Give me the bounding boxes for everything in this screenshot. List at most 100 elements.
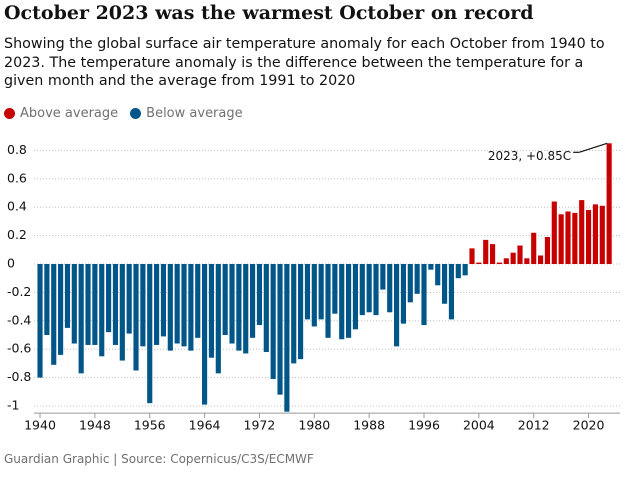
bar: [147, 264, 153, 404]
bar: [448, 264, 455, 320]
bar: [64, 264, 71, 328]
bar: [538, 255, 544, 264]
y-tick-label: -0.2: [7, 284, 31, 299]
source: Guardian Graphic | Source: Copernicus/C3…: [4, 452, 314, 466]
x-tick-label: 1988: [353, 418, 385, 433]
legend: Above average Below average: [4, 106, 243, 121]
bar: [332, 264, 338, 314]
bar: [229, 264, 235, 344]
bar: [318, 264, 324, 320]
bar: [455, 264, 461, 279]
bar: [352, 264, 359, 330]
bar: [106, 264, 112, 333]
bar: [174, 264, 180, 344]
y-tick-label: 0.6: [7, 170, 27, 185]
legend-item: Below average: [130, 106, 243, 121]
bar: [126, 264, 132, 334]
bar: [586, 210, 592, 264]
bar: [579, 200, 585, 264]
bar: [133, 264, 139, 371]
x-tick-label: 1940: [24, 418, 56, 433]
bar: [58, 264, 64, 355]
x-tick-label: 2004: [463, 418, 495, 433]
bar: [517, 245, 523, 264]
bar: [435, 264, 441, 286]
chart-title: October 2023 was the warmest October on …: [4, 2, 534, 24]
bar: [531, 232, 537, 264]
bar: [298, 264, 304, 360]
legend-swatch: [130, 108, 142, 119]
bar: [44, 264, 50, 335]
bar: [483, 239, 489, 264]
bar: [311, 264, 317, 327]
bar: [544, 237, 551, 264]
bar: [188, 264, 194, 351]
bar: [524, 258, 530, 264]
bar: [304, 264, 311, 320]
bar: [428, 264, 434, 270]
legend-swatch: [4, 108, 15, 119]
bar: [572, 212, 578, 264]
bar: [160, 264, 167, 337]
bar: [558, 214, 564, 264]
bar: [490, 244, 496, 264]
bar: [243, 264, 249, 354]
bar: [442, 264, 448, 304]
legend-item: Above average: [4, 106, 118, 121]
bar: [263, 264, 269, 353]
chart: 0.8 0.6 0.4 0.2 0 -0.2 -0.4 -0.6 -0.8 -1 1940 1948 1…: [7, 142, 620, 433]
bar: [380, 264, 386, 290]
x-tick-label: 1980: [298, 418, 330, 433]
annotation-line: [578, 142, 608, 153]
legend-label: Above average: [20, 106, 119, 121]
bar: [366, 264, 372, 313]
legend-label: Below average: [146, 106, 243, 121]
bar: [469, 248, 475, 264]
bar: [215, 264, 221, 374]
y-tick-label: -0.8: [7, 369, 31, 384]
bar: [407, 264, 413, 303]
bar: [71, 264, 77, 344]
y-tick-label: -0.4: [7, 312, 31, 327]
bar: [85, 264, 91, 345]
bar: [284, 264, 290, 412]
bar: [154, 264, 160, 345]
x-tick-label: 1972: [244, 418, 276, 433]
bar: [496, 262, 503, 264]
bar: [140, 264, 146, 347]
annotation: 2023, +0.85C: [488, 149, 571, 163]
x-tick-label: 1956: [134, 418, 166, 433]
y-tick-label: 0.4: [7, 199, 27, 214]
bar: [606, 143, 612, 264]
bar: [599, 205, 605, 264]
bar: [222, 264, 228, 335]
bar: [78, 264, 84, 374]
bar: [37, 264, 43, 378]
bar: [119, 264, 125, 361]
bar: [387, 264, 393, 313]
bar: [51, 264, 57, 365]
bar: [565, 211, 571, 264]
bar: [256, 264, 263, 326]
x-tick-label: 2020: [573, 418, 605, 433]
bar: [414, 264, 420, 294]
bar: [99, 264, 105, 357]
bar: [291, 264, 297, 364]
bar: [167, 264, 173, 351]
bar: [503, 258, 509, 264]
x-tick-label: 1948: [79, 418, 111, 433]
bar: [476, 262, 482, 264]
chart-subtitle: Showing the global surface air temperatu…: [4, 36, 605, 89]
bar: [250, 264, 256, 338]
bar: [373, 264, 379, 316]
bar: [208, 264, 215, 358]
y-tick-label: 0.8: [7, 142, 27, 157]
y-tick-label: -0.6: [7, 341, 31, 356]
bar: [339, 264, 345, 340]
bar: [421, 264, 427, 326]
bar: [394, 264, 400, 347]
bar: [202, 264, 208, 405]
y-tick-label: 0: [7, 256, 15, 271]
x-tick-label: 1964: [189, 418, 221, 433]
